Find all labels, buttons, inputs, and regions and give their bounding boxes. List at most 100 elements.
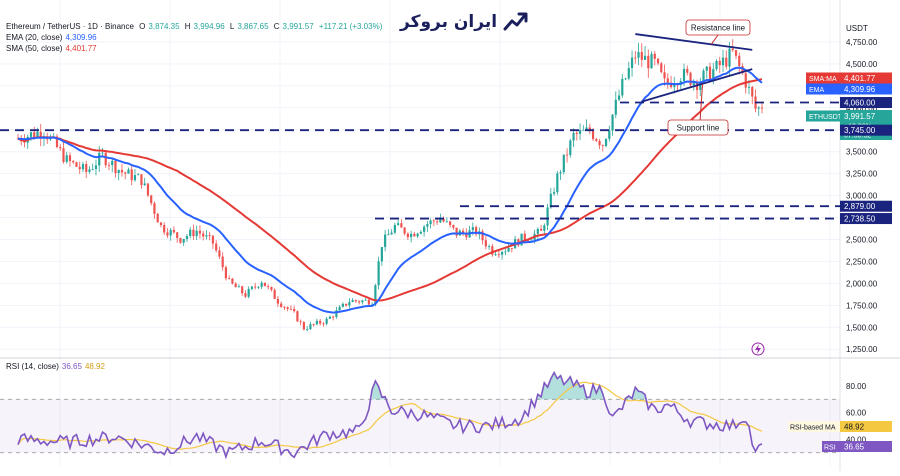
lightning-icon-bolt [755,344,761,354]
candle-body [380,247,383,262]
candle-body [72,160,75,163]
candle-body [267,286,270,287]
candle-body [189,229,192,237]
candle-body [699,81,702,90]
candle-body [283,306,286,308]
candle-body [33,132,36,138]
candle-body [273,289,276,299]
candle-body [185,236,189,239]
level-2879-tag: 2,879.00 [844,202,876,211]
candle-body [552,192,556,194]
candle-body [169,230,172,236]
support-callout-pointer [699,83,704,123]
rsi-side-label: RSI [824,445,836,452]
candle-body [630,57,634,69]
candle-body [569,140,572,155]
candle-body [211,235,215,244]
candle-body [413,233,416,237]
candle-body [536,228,539,234]
candle-body [406,233,409,238]
candle-body [572,132,575,141]
candle-body [452,224,455,228]
candle-body [686,68,689,73]
candle-body [423,226,426,232]
candle-body [59,147,62,149]
candle-body [666,78,669,83]
candle-body [484,240,487,247]
candle-body [231,278,234,284]
level-3745-tag: 3,745.00 [844,126,876,135]
candle-body [640,52,643,60]
candle-body [725,57,728,67]
candle-body [257,286,260,288]
candle-body [390,232,393,235]
candle-body [416,233,419,237]
price-axis-tick: 1,250.00 [846,345,878,354]
candle-body [715,60,718,70]
candle-body [98,152,101,166]
rsi-ma-side-label-bg [788,421,840,432]
candle-body [491,246,494,255]
candle-body [637,52,640,58]
sma-side-label: SMA:MA [809,76,837,83]
rsi-axis-tick: 40.00 [846,435,867,444]
pair-title: Ethereum / TetherUS · 1D · Binance [6,22,134,31]
candle-body [520,233,523,246]
rsi-tag: 36.65 [844,443,865,452]
candle-body [156,213,159,223]
candle-body [474,227,478,235]
candle-body [68,155,72,161]
sma-price-tag: 4,401.77 [844,74,876,83]
candle-body [627,68,630,79]
candle-body [426,224,429,227]
ohlc-low-label: L [229,22,235,31]
rsi-legend: RSI (14, close) 36.65 48.92 [6,362,108,371]
candle-body [702,70,705,82]
candle-body [673,84,676,88]
candle-body [757,107,760,109]
level-2879-tag-bg [840,200,892,212]
price-axis-tick: 4,000.00 [846,104,878,113]
lightning-icon-ring [751,342,765,356]
candle-body [712,69,715,81]
candle-body [354,300,357,302]
candle-body [130,169,133,181]
candle-body [585,127,588,130]
candle-body [247,288,250,297]
candle-body [682,68,686,82]
candle-body [617,95,621,100]
candle-body [88,169,91,172]
symbol-side-label: ETHUSDT [809,114,843,121]
price-axis-tick: 1,750.00 [846,301,878,310]
candle-body [410,233,413,238]
candle-body [276,298,280,304]
candle-body [497,254,500,256]
candle-body [604,138,608,147]
candle-body [650,53,653,69]
rsi-line [17,370,763,460]
candle-body [595,139,598,141]
candle-body [393,224,396,233]
price-axis-tick: 3,000.00 [846,192,878,201]
symbol-side-label-bg [806,110,840,122]
candle-body [39,131,42,139]
candle-body [432,220,435,222]
candle-body [192,229,195,237]
candle-body [397,223,400,225]
candle-body [250,286,254,289]
candle-body [302,322,306,330]
last-price-tag: 3,991.57 [844,112,876,121]
candle-body [172,230,176,233]
candle-body [65,155,68,162]
resistance-callout-box [685,19,751,36]
candle-body [101,152,104,154]
candle-body [556,173,559,193]
candle-body [591,131,595,140]
ohlc-close-value: 3,991.57 [282,22,314,31]
candle-body [127,169,130,174]
rsi-legend-value: 36.65 [61,362,82,371]
candle-body [465,232,468,238]
candle-body [150,195,153,204]
